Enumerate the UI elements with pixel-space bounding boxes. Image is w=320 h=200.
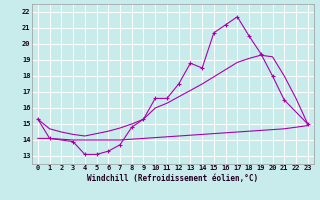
X-axis label: Windchill (Refroidissement éolien,°C): Windchill (Refroidissement éolien,°C) — [87, 174, 258, 183]
